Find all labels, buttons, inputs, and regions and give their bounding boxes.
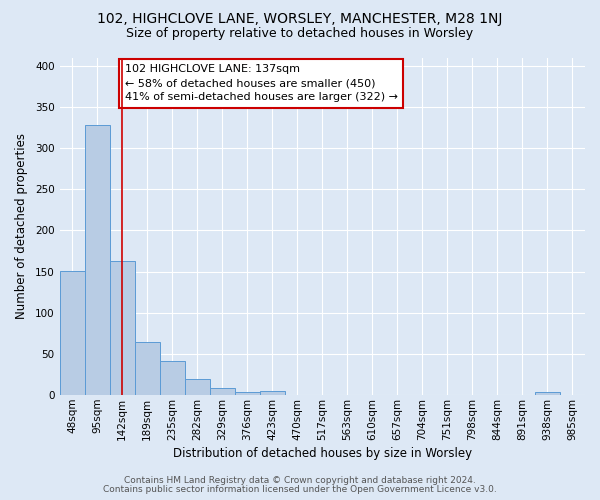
Text: Contains HM Land Registry data © Crown copyright and database right 2024.: Contains HM Land Registry data © Crown c… (124, 476, 476, 485)
Bar (260, 391, 285, 395)
Text: Contains public sector information licensed under the Open Government Licence v3: Contains public sector information licen… (103, 485, 497, 494)
Bar (110, 261, 134, 395)
Text: Size of property relative to detached houses in Worsley: Size of property relative to detached ho… (127, 28, 473, 40)
Bar (209, 388, 235, 395)
Bar (235, 392, 260, 395)
Bar (85, 125, 110, 395)
Bar (160, 362, 185, 395)
Bar (59, 271, 85, 395)
Bar (535, 392, 560, 395)
Y-axis label: Number of detached properties: Number of detached properties (15, 134, 28, 320)
Bar (134, 342, 160, 395)
Text: 102, HIGHCLOVE LANE, WORSLEY, MANCHESTER, M28 1NJ: 102, HIGHCLOVE LANE, WORSLEY, MANCHESTER… (97, 12, 503, 26)
Text: 102 HIGHCLOVE LANE: 137sqm
← 58% of detached houses are smaller (450)
41% of sem: 102 HIGHCLOVE LANE: 137sqm ← 58% of deta… (125, 64, 398, 102)
X-axis label: Distribution of detached houses by size in Worsley: Distribution of detached houses by size … (173, 447, 472, 460)
Bar (185, 378, 209, 395)
